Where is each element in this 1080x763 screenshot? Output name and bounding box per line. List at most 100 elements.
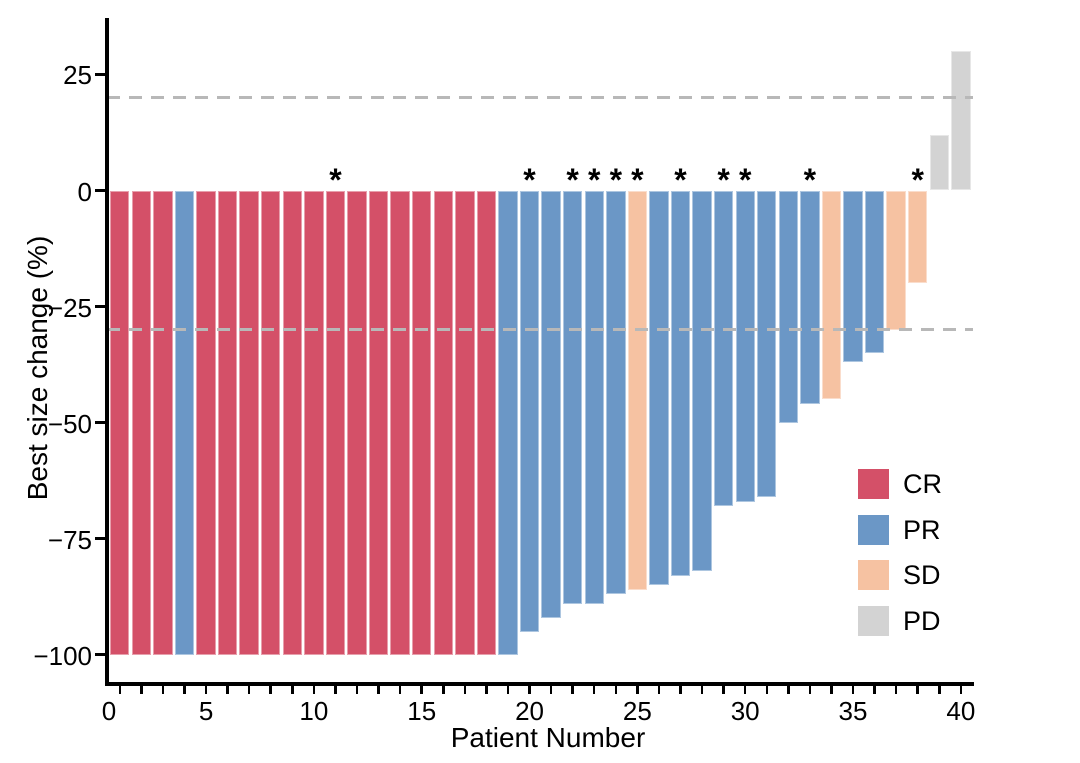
significance-asterisk-patient-24: * [609, 162, 623, 198]
x-tick-label: 20 [515, 696, 544, 726]
x-tick [592, 686, 596, 694]
bar-patient-20 [519, 190, 540, 632]
bar-patient-37 [886, 190, 906, 330]
bar-patient-36 [864, 190, 885, 353]
bar-patient-19 [498, 190, 518, 655]
y-tick [95, 653, 105, 657]
x-tick [420, 686, 423, 694]
bar-patient-15 [412, 190, 432, 655]
bar-patient-5 [196, 190, 216, 655]
y-axis-line [105, 18, 109, 686]
x-tick [808, 686, 812, 694]
x-tick-label: 25 [622, 696, 652, 726]
significance-asterisk-patient-20: * [523, 162, 536, 198]
y-tick-label: −75 [47, 524, 92, 555]
x-tick [938, 686, 941, 694]
x-tick [312, 686, 316, 694]
bar-patient-29 [713, 190, 734, 507]
x-tick [765, 686, 768, 694]
significance-asterisk-patient-11: * [329, 162, 342, 198]
bar-patient-31 [757, 190, 777, 497]
x-tick [291, 686, 294, 694]
x-tick [722, 686, 725, 694]
bar-patient-13 [368, 190, 389, 655]
bar-patient-7 [239, 190, 259, 655]
x-tick [398, 686, 402, 694]
y-tick [95, 537, 105, 541]
x-tick [873, 686, 876, 694]
bar-patient-21 [541, 190, 561, 618]
y-tick-label: −50 [47, 408, 92, 439]
y-tick-label: −25 [47, 292, 92, 323]
bar-patient-18 [476, 190, 497, 655]
bar-patient-30 [735, 190, 755, 502]
legend-swatch-pr [858, 514, 889, 545]
legend-label-cr: CR [903, 469, 942, 499]
significance-asterisk-patient-29: * [717, 162, 730, 198]
x-tick [743, 686, 747, 694]
y-tick-label: 0 [77, 176, 92, 207]
bar-patient-14 [390, 190, 410, 655]
x-tick [355, 686, 359, 694]
legend-swatch-cr [858, 469, 889, 499]
bar-patient-25 [627, 190, 648, 590]
legend-swatch-sd [858, 560, 889, 591]
y-tick [95, 189, 105, 192]
bar-patient-34 [821, 190, 842, 400]
x-tick [679, 686, 682, 694]
dashed-reference-line--30 [107, 328, 973, 332]
y-axis-title: Best size change (%) [22, 235, 53, 501]
x-tick-label: 30 [730, 696, 760, 726]
bar-patient-32 [778, 190, 799, 423]
bar-patient-28 [692, 190, 712, 572]
x-tick [614, 686, 618, 694]
x-tick-label: 10 [299, 696, 329, 726]
x-tick-label: 15 [407, 696, 437, 726]
x-tick [830, 686, 833, 694]
y-tick [95, 421, 105, 425]
x-tick-label: 5 [198, 696, 214, 726]
bar-patient-3 [153, 190, 173, 655]
legend-label-sd: SD [903, 560, 941, 591]
bar-patient-22 [562, 190, 583, 604]
significance-asterisk-patient-25: * [631, 162, 644, 198]
significance-asterisk-patient-23: * [588, 162, 601, 198]
x-tick [894, 686, 898, 694]
x-tick [161, 686, 165, 694]
bar-patient-8 [261, 190, 281, 655]
x-tick [377, 686, 380, 694]
bar-patient-10 [304, 190, 324, 655]
bar-patient-17 [455, 190, 475, 655]
x-tick-label: 40 [946, 696, 976, 726]
x-tick [204, 686, 208, 694]
significance-asterisk-patient-38: * [911, 162, 924, 198]
x-axis-title: Patient Number [450, 722, 646, 753]
bar-patient-4 [174, 190, 195, 655]
x-tick [787, 686, 790, 694]
x-tick [485, 686, 488, 694]
significance-asterisk-patient-30: * [738, 162, 752, 198]
y-tick-label: −100 [33, 640, 92, 671]
legend-label-pr: PR [903, 514, 941, 545]
y-tick-label: 25 [63, 60, 92, 91]
x-tick [700, 686, 704, 694]
bar-patient-9 [282, 190, 303, 655]
x-tick [226, 686, 229, 694]
bar-patient-27 [670, 190, 691, 576]
bar-patient-39 [929, 134, 949, 191]
x-tick [334, 686, 337, 694]
x-tick [442, 686, 445, 694]
x-tick-label: 35 [838, 696, 868, 726]
x-axis-line [105, 682, 974, 686]
bar-patient-6 [217, 190, 238, 655]
x-tick [463, 686, 467, 694]
bar-patient-33 [800, 190, 820, 405]
x-tick [959, 686, 963, 694]
significance-asterisk-patient-22: * [566, 162, 579, 198]
y-tick [95, 305, 105, 309]
x-tick [528, 686, 531, 694]
x-tick [549, 686, 553, 694]
bar-patient-23 [584, 190, 604, 604]
y-tick [95, 72, 105, 76]
